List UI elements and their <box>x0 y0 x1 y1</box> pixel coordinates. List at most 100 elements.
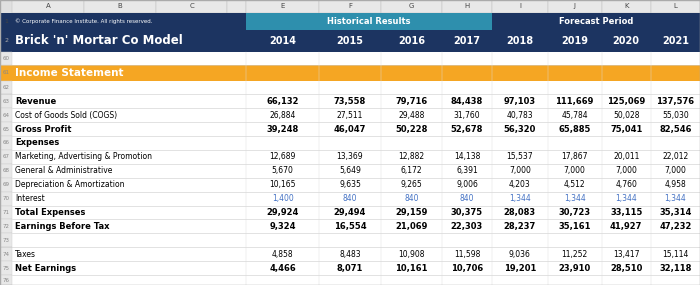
Text: Forecast Period: Forecast Period <box>559 17 634 26</box>
Text: Net Earnings: Net Earnings <box>15 264 76 273</box>
Text: 45,784: 45,784 <box>561 111 588 120</box>
Bar <box>492 13 700 30</box>
Text: Depreciation & Amortization: Depreciation & Amortization <box>15 180 125 189</box>
Text: 15,537: 15,537 <box>507 152 533 161</box>
Text: 97,103: 97,103 <box>504 97 536 106</box>
Text: General & Administrative: General & Administrative <box>15 166 113 175</box>
Text: 67: 67 <box>3 154 10 159</box>
Text: 840: 840 <box>404 194 419 203</box>
Bar <box>12 0 84 13</box>
Text: 71: 71 <box>3 210 10 215</box>
Text: 2015: 2015 <box>337 36 363 46</box>
Text: 64: 64 <box>3 113 10 118</box>
Bar <box>0 205 12 219</box>
Bar <box>0 122 700 136</box>
Bar <box>246 0 319 13</box>
Text: I: I <box>519 3 521 9</box>
Text: 33,115: 33,115 <box>610 208 643 217</box>
Text: 7,000: 7,000 <box>664 166 686 175</box>
Text: B: B <box>118 3 122 9</box>
Text: 9,635: 9,635 <box>339 180 361 189</box>
Text: 21,069: 21,069 <box>395 222 428 231</box>
Text: 1,344: 1,344 <box>664 194 686 203</box>
Text: 7,000: 7,000 <box>509 166 531 175</box>
Text: 2019: 2019 <box>561 36 588 46</box>
Text: 22,303: 22,303 <box>451 222 483 231</box>
Text: 29,488: 29,488 <box>398 111 424 120</box>
Text: 6,391: 6,391 <box>456 166 478 175</box>
Text: 70: 70 <box>3 196 10 201</box>
Bar <box>84 0 155 13</box>
Text: 82,546: 82,546 <box>659 125 692 134</box>
Text: Brick 'n' Mortar Co Model: Brick 'n' Mortar Co Model <box>15 34 183 47</box>
Bar <box>492 0 547 13</box>
Text: 32,118: 32,118 <box>659 264 692 273</box>
Bar <box>0 136 700 150</box>
Text: 76: 76 <box>3 278 10 282</box>
Text: Cost of Goods Sold (COGS): Cost of Goods Sold (COGS) <box>15 111 117 120</box>
Text: 75: 75 <box>3 266 10 271</box>
Text: A: A <box>46 3 50 9</box>
Text: 28,237: 28,237 <box>504 222 536 231</box>
Text: 30,723: 30,723 <box>559 208 591 217</box>
Text: Total Expenses: Total Expenses <box>15 208 85 217</box>
Text: 2021: 2021 <box>662 36 689 46</box>
Text: 1,344: 1,344 <box>509 194 531 203</box>
Text: K: K <box>624 3 629 9</box>
Text: Historical Results: Historical Results <box>328 17 411 26</box>
Text: 4,760: 4,760 <box>615 180 637 189</box>
Text: 4,512: 4,512 <box>564 180 585 189</box>
Text: Gross Profit: Gross Profit <box>15 125 71 134</box>
Bar <box>442 0 492 13</box>
Text: 10,165: 10,165 <box>270 180 296 189</box>
Bar <box>0 275 12 285</box>
Bar <box>0 261 12 275</box>
Text: L: L <box>673 3 678 9</box>
Text: 8,071: 8,071 <box>337 264 363 273</box>
Text: 12,689: 12,689 <box>270 152 296 161</box>
Text: 12,882: 12,882 <box>398 152 424 161</box>
Bar <box>0 136 12 150</box>
Bar <box>155 0 228 13</box>
Text: 4,203: 4,203 <box>509 180 531 189</box>
Text: 61: 61 <box>3 70 10 76</box>
Text: 69: 69 <box>3 182 10 187</box>
Text: 2018: 2018 <box>506 36 533 46</box>
Text: 28,510: 28,510 <box>610 264 643 273</box>
Text: 40,783: 40,783 <box>507 111 533 120</box>
Text: 840: 840 <box>460 194 474 203</box>
Bar <box>246 13 492 30</box>
Text: Expenses: Expenses <box>15 139 60 148</box>
Text: 52,678: 52,678 <box>451 125 483 134</box>
Text: 9,324: 9,324 <box>270 222 296 231</box>
Text: 2: 2 <box>4 38 8 43</box>
Text: 31,760: 31,760 <box>454 111 480 120</box>
Text: 22,012: 22,012 <box>662 152 689 161</box>
Text: 5,670: 5,670 <box>272 166 293 175</box>
Text: G: G <box>409 3 414 9</box>
Bar <box>0 205 700 219</box>
Text: 8,483: 8,483 <box>340 250 360 259</box>
Text: 55,030: 55,030 <box>662 111 689 120</box>
Bar <box>0 94 12 108</box>
Text: 29,924: 29,924 <box>267 208 299 217</box>
Bar <box>0 164 700 178</box>
Text: 68: 68 <box>3 168 10 173</box>
Bar <box>547 0 601 13</box>
Text: 14,138: 14,138 <box>454 152 480 161</box>
Bar <box>0 64 700 82</box>
Text: Earnings Before Tax: Earnings Before Tax <box>15 222 110 231</box>
Text: 1,344: 1,344 <box>564 194 585 203</box>
Text: 10,161: 10,161 <box>395 264 428 273</box>
Text: 9,036: 9,036 <box>509 250 531 259</box>
Bar <box>0 13 246 30</box>
Text: 7,000: 7,000 <box>564 166 586 175</box>
Bar <box>0 219 12 233</box>
Bar <box>0 82 12 94</box>
Bar <box>0 219 700 233</box>
Bar <box>0 233 12 247</box>
Text: E: E <box>281 3 285 9</box>
Text: 7,000: 7,000 <box>615 166 637 175</box>
Text: 15,114: 15,114 <box>662 250 689 259</box>
Text: 13,369: 13,369 <box>337 152 363 161</box>
